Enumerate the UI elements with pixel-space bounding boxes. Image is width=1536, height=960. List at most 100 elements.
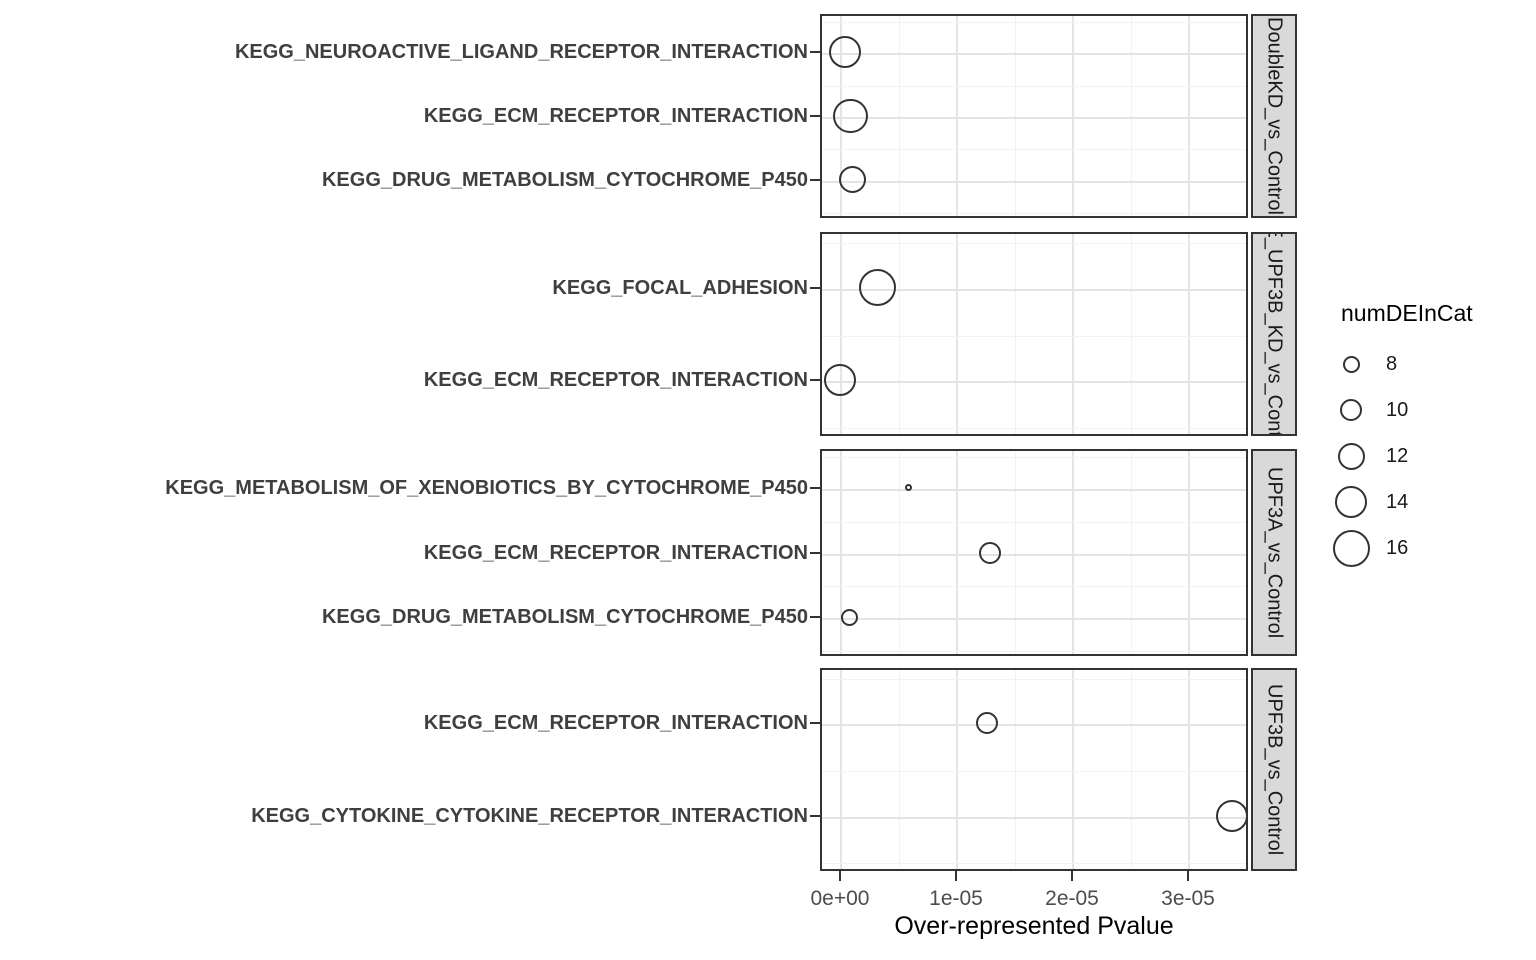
x-axis-tick — [1187, 871, 1189, 881]
legend-key — [1330, 525, 1372, 571]
gridline-vertical-major — [1188, 670, 1190, 869]
data-point — [976, 712, 999, 735]
x-axis-tick — [839, 871, 841, 881]
gridline-horizontal-major — [822, 816, 1246, 819]
gridline-horizontal-major — [822, 381, 1246, 384]
gridline-vertical-minor — [1247, 670, 1248, 869]
gridline-horizontal-minor — [822, 242, 1246, 244]
facet-panel — [820, 232, 1248, 436]
gridline-horizontal-minor — [822, 456, 1246, 458]
legend-size-circle — [1332, 529, 1370, 567]
facet-strip: OE_UPF3B_KD_vs_Control — [1251, 232, 1297, 436]
data-point — [833, 98, 868, 134]
legend-items: 8 10 12 14 16 — [1330, 341, 1530, 571]
facet-panel — [820, 668, 1248, 871]
gridline-vertical-major — [1072, 451, 1074, 654]
gridline-vertical-minor — [1131, 670, 1132, 869]
y-axis-category-label: KEGG_ECM_RECEPTOR_INTERACTION — [423, 712, 808, 735]
y-axis-tick — [810, 379, 820, 382]
legend-size-circle — [1337, 442, 1365, 470]
gridline-vertical-minor — [1131, 16, 1132, 216]
y-axis-category-label: KEGG_METABOLISM_OF_XENOBIOTICS_BY_CYTOCH… — [165, 476, 808, 499]
gridline-vertical-major — [840, 670, 842, 869]
gridline-horizontal-minor — [822, 678, 1246, 680]
facet-strip: DoubleKD_vs_Control — [1251, 14, 1297, 218]
y-axis-tick — [810, 286, 820, 289]
gridline-vertical-minor — [1131, 451, 1132, 654]
x-axis-tick — [1071, 871, 1073, 881]
gridline-vertical-minor — [1015, 234, 1016, 434]
gridline-horizontal-major — [822, 488, 1246, 491]
gridline-horizontal-minor — [822, 149, 1246, 151]
gridline-horizontal-minor — [822, 335, 1246, 337]
gridline-vertical-minor — [1247, 234, 1248, 434]
y-axis-category-label: KEGG_CYTOKINE_CYTOKINE_RECEPTOR_INTERACT… — [251, 804, 808, 827]
y-axis-tick — [810, 722, 820, 725]
legend-item: 10 — [1330, 387, 1530, 433]
legend-key — [1330, 479, 1372, 525]
legend-size-label: 8 — [1386, 352, 1398, 375]
data-point — [828, 36, 861, 69]
gridline-vertical-minor — [899, 670, 900, 869]
gridline-vertical-major — [956, 16, 958, 216]
gridline-vertical-minor — [1015, 451, 1016, 654]
gridline-horizontal-major — [822, 180, 1246, 183]
facet-panel — [820, 449, 1248, 656]
gridline-vertical-major — [1072, 670, 1074, 869]
y-axis-category-label: KEGG_NEUROACTIVE_LIGAND_RECEPTOR_INTERAC… — [234, 41, 808, 64]
gridline-vertical-minor — [899, 451, 900, 654]
y-axis-tick — [810, 551, 820, 554]
size-legend: numDEInCat 8 10 12 14 16 — [1330, 300, 1530, 571]
gridline-vertical-minor — [1247, 16, 1248, 216]
gridline-vertical-major — [1072, 234, 1074, 434]
x-axis-tick-label: 3e-05 — [1161, 887, 1215, 910]
gridline-horizontal-minor — [822, 213, 1246, 215]
x-axis-tick-label: 1e-05 — [929, 887, 983, 910]
legend-key — [1330, 387, 1372, 433]
y-axis-tick — [810, 178, 820, 181]
legend-size-circle — [1335, 486, 1367, 518]
gridline-vertical-major — [1188, 234, 1190, 434]
legend-size-circle — [1340, 399, 1362, 421]
gridline-vertical-major — [1188, 16, 1190, 216]
gridline-vertical-major — [1188, 451, 1190, 654]
gridline-horizontal-minor — [822, 863, 1246, 865]
gridline-horizontal-minor — [822, 521, 1246, 523]
y-axis-tick — [810, 616, 820, 619]
gridline-horizontal-minor — [822, 85, 1246, 87]
data-point — [1216, 799, 1246, 832]
y-axis-category-label: KEGG_ECM_RECEPTOR_INTERACTION — [423, 105, 808, 127]
gridline-horizontal-major — [822, 117, 1246, 119]
x-axis-tick-label: 2e-05 — [1045, 887, 1099, 910]
gridline-horizontal-minor — [822, 21, 1246, 23]
facet-strip: UPF3B_vs_Control — [1251, 668, 1297, 871]
y-axis-tick — [810, 115, 820, 117]
y-axis-category-label: KEGG_FOCAL_ADHESION — [552, 276, 808, 299]
gridline-vertical-minor — [1131, 234, 1132, 434]
legend-size-circle — [1342, 355, 1360, 373]
legend-key — [1330, 341, 1372, 387]
facet-strip-label: UPF3A_vs_Control — [1263, 466, 1286, 639]
gridline-vertical-major — [1072, 16, 1074, 216]
gridline-horizontal-minor — [822, 428, 1246, 430]
gridline-horizontal-minor — [822, 651, 1246, 653]
data-point — [978, 541, 1001, 564]
legend-title: numDEInCat — [1341, 300, 1473, 326]
data-point — [839, 166, 867, 194]
gridline-horizontal-minor — [822, 586, 1246, 588]
gridline-horizontal-major — [822, 553, 1246, 556]
gridline-horizontal-major — [822, 618, 1246, 621]
gridline-horizontal-major — [822, 53, 1246, 56]
gridline-vertical-major — [840, 451, 842, 654]
legend-key — [1330, 433, 1372, 479]
gridline-vertical-major — [956, 670, 958, 869]
legend-item: 12 — [1330, 433, 1530, 479]
y-axis-category-label: KEGG_DRUG_METABOLISM_CYTOCHROME_P450 — [321, 168, 808, 191]
data-point — [840, 608, 858, 626]
legend-item: 14 — [1330, 479, 1530, 525]
facet-strip: UPF3A_vs_Control — [1251, 449, 1297, 656]
y-axis-tick — [810, 814, 820, 817]
gridline-vertical-minor — [899, 16, 900, 216]
legend-size-label: 12 — [1386, 444, 1409, 467]
